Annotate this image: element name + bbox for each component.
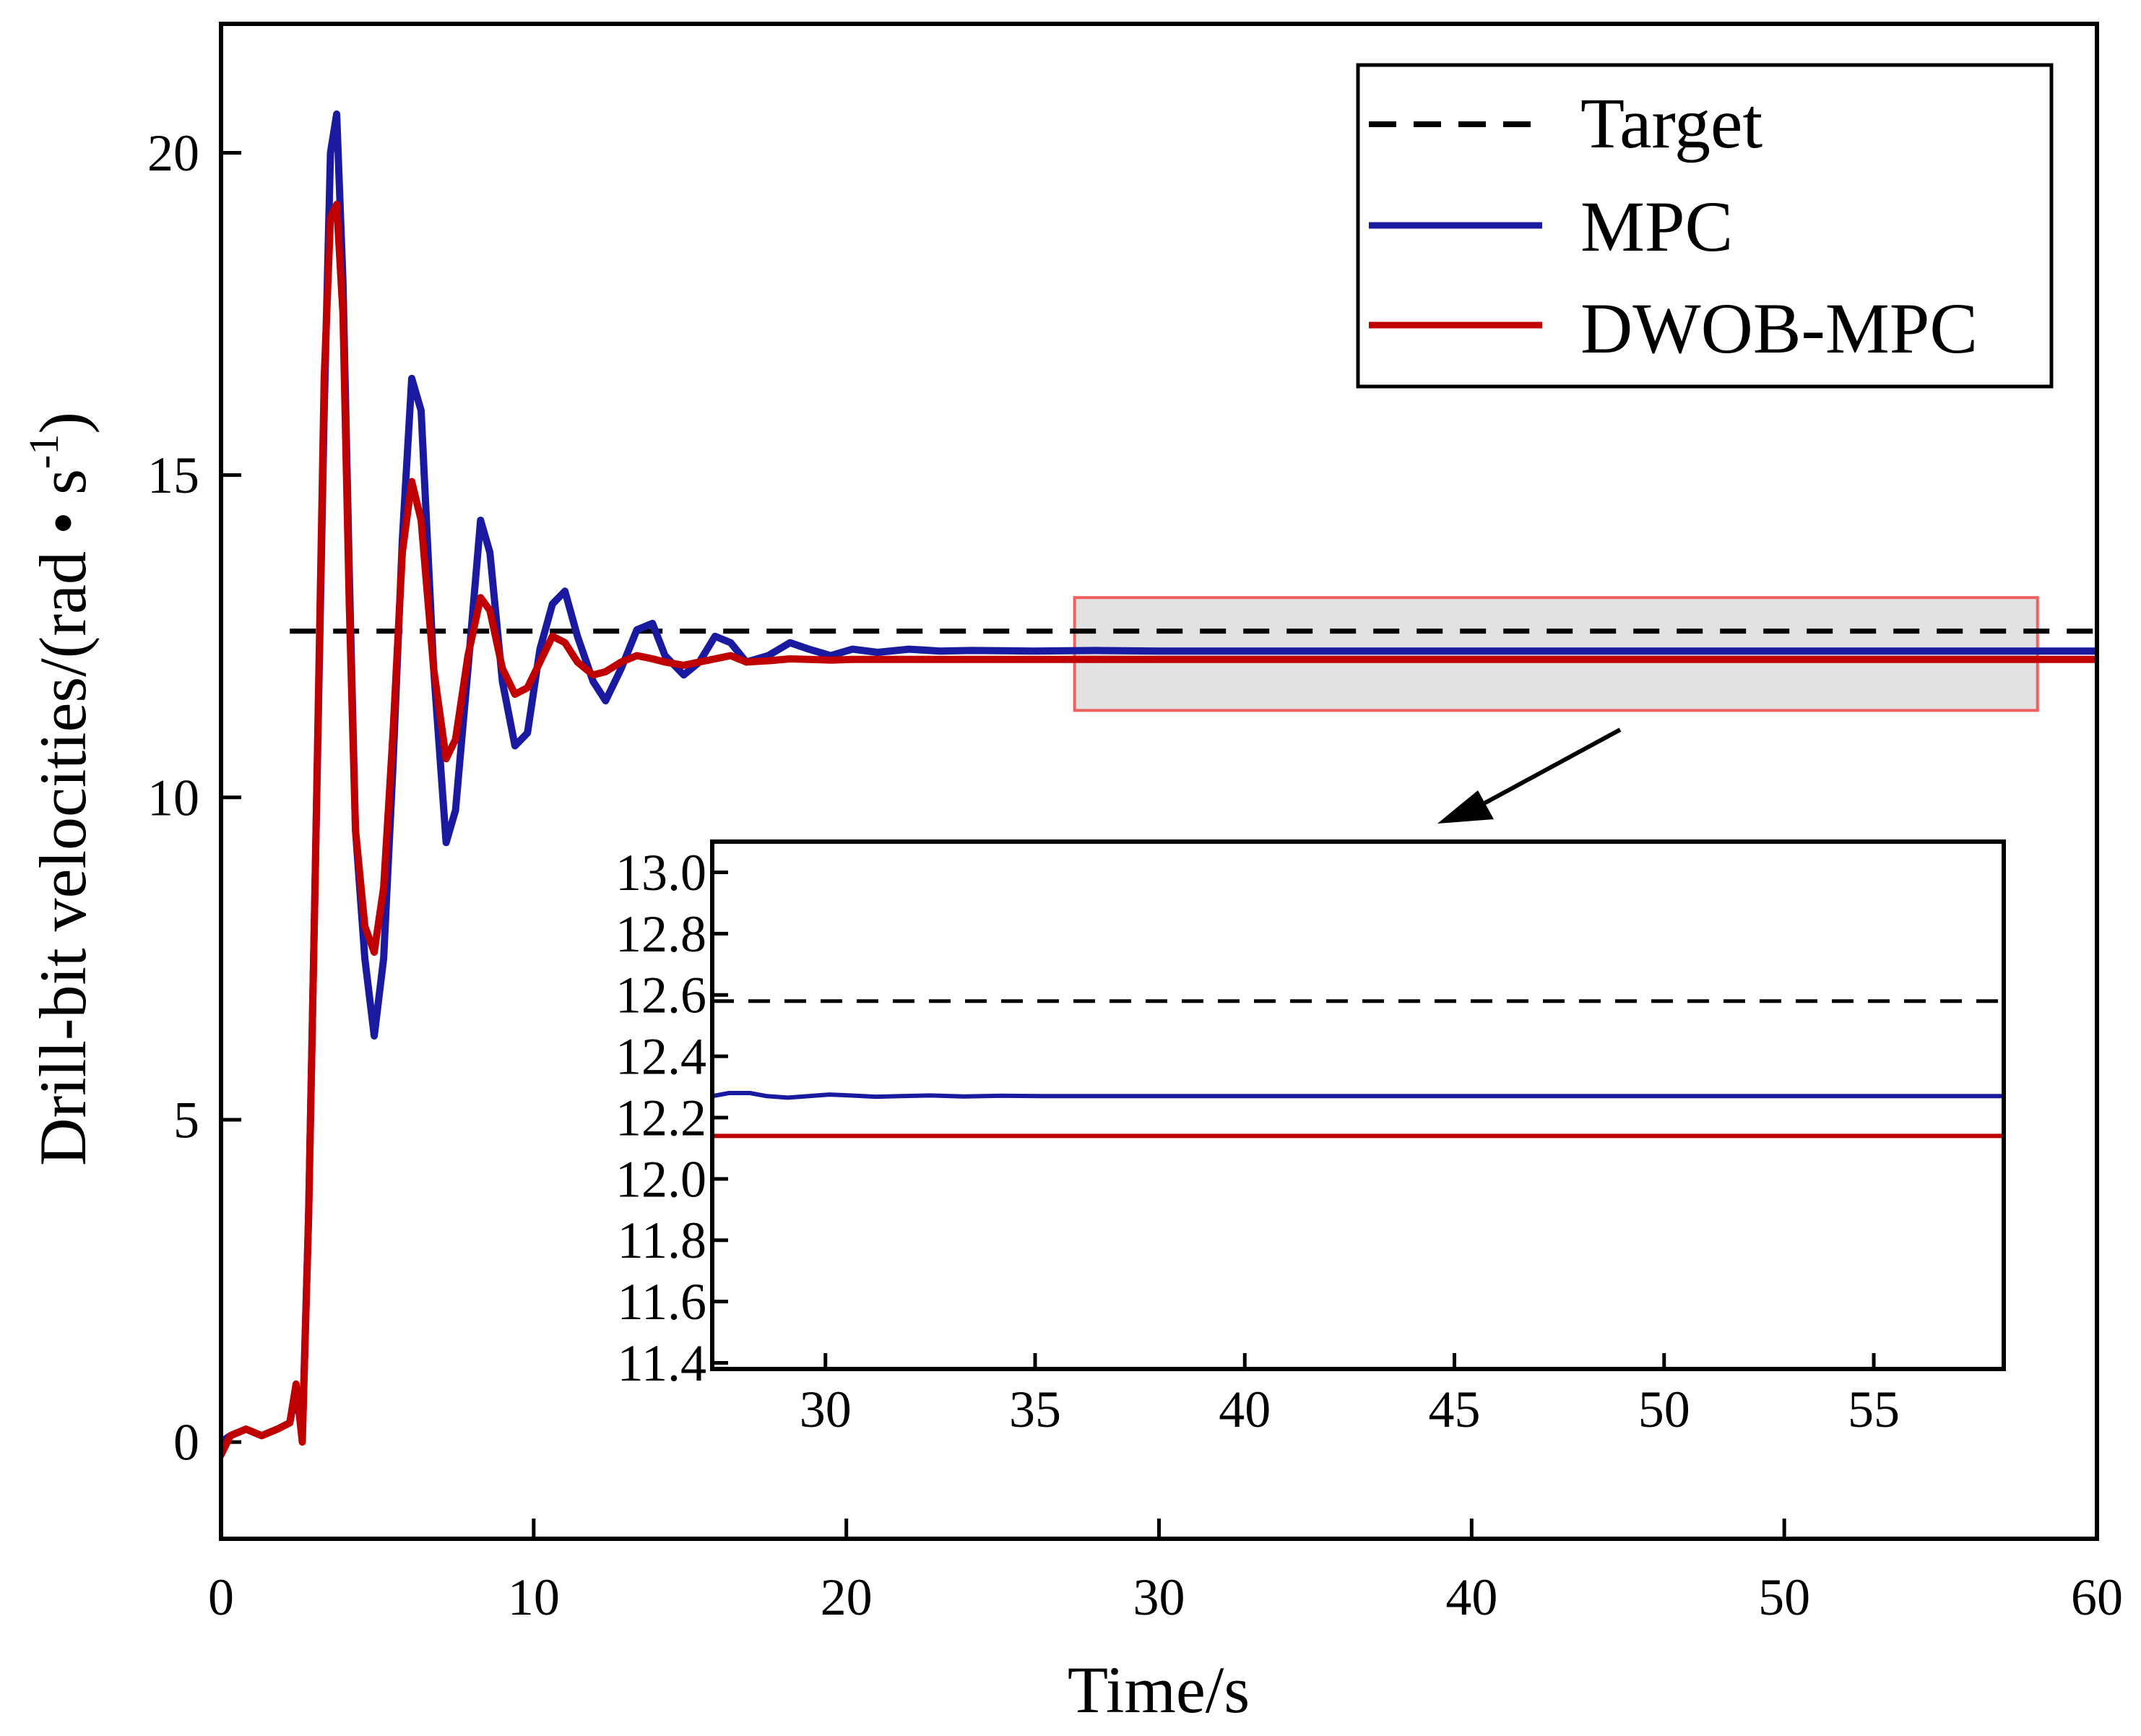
zoom-arrow: [1437, 727, 1622, 824]
inset-ytick-label-12-4: 12.4: [615, 1028, 706, 1086]
inset-ytick-label-12-8: 12.8: [615, 905, 706, 963]
main-xtick-label-30: 30: [1133, 1568, 1185, 1626]
y-axis-title-superscript: -1: [20, 434, 67, 469]
main-xtick-label-20: 20: [821, 1568, 873, 1626]
inset-xtick-label-30: 30: [800, 1381, 852, 1438]
main-xtick-label-10: 10: [508, 1568, 560, 1626]
main-plot-frame: [219, 22, 2099, 1541]
legend: Target MPC DWOB-MPC: [1356, 63, 2054, 389]
inset-tick-labels: 30 35 40 45 50 55 13.012.812.612.412.212.011.8…: [615, 844, 1900, 1438]
main-series-dwob-mpc: [221, 200, 2097, 1459]
inset-xtick-label-35: 35: [1009, 1381, 1061, 1438]
main-xtick-label-50: 50: [1758, 1568, 1810, 1626]
inset-xtick-label-45: 45: [1429, 1381, 1481, 1438]
inset-ytick-label-11-4: 11.4: [618, 1334, 706, 1392]
y-axis-title-main: Drill-bit velocities/(rad • s: [26, 469, 100, 1166]
y-axis-title-close: ): [26, 412, 100, 434]
legend-label-dwob-mpc: DWOB-MPC: [1580, 288, 1978, 368]
inset-background: [712, 842, 2004, 1369]
main-ytick-label-0: 0: [173, 1414, 199, 1472]
main-series: [221, 110, 2097, 1459]
inset-frame: [710, 839, 2006, 1371]
inset-ytick-label-11-6: 11.6: [618, 1273, 706, 1331]
inset-ytick-label-12-6: 12.6: [615, 967, 706, 1024]
x-axis-title: Time/s: [1068, 1653, 1250, 1727]
main-xtick-label-60: 60: [2071, 1568, 2123, 1626]
inset-xtick-label-55: 55: [1848, 1381, 1900, 1438]
inset-series: [712, 999, 2004, 1139]
inset-ytick-label-12-2: 12.2: [615, 1089, 706, 1146]
main-xtick-label-40: 40: [1445, 1568, 1497, 1626]
y-axis-title: Drill-bit velocities/(rad • s-1): [20, 412, 100, 1166]
main-ytick-label-10: 10: [147, 769, 199, 826]
inset-ytick-label-12-0: 12.0: [615, 1150, 706, 1208]
inset-xtick-label-50: 50: [1638, 1381, 1690, 1438]
main-ytick-label-15: 15: [147, 446, 199, 504]
legend-label-mpc: MPC: [1580, 186, 1733, 267]
inset-ytick-label-11-8: 11.8: [618, 1212, 706, 1269]
main-tick-labels: 0 10 20 30 40 50 60 0 5 10 15 20: [147, 124, 2123, 1626]
zoom-arrow-head: [1437, 790, 1494, 824]
inset-ticks: [712, 870, 1876, 1369]
inset-series-mpc: [712, 1091, 2004, 1100]
inset-plot: 30 35 40 45 50 55 13.012.812.612.412.212.011.8…: [615, 839, 2006, 1438]
legend-label-target: Target: [1580, 83, 1762, 163]
inset-ytick-label-13-0: 13.0: [615, 844, 706, 902]
main-plot: 0 10 20 30 40 50 60 0 5 10 15 20 Time/s Drill-bit v…: [20, 22, 2123, 1727]
main-ytick-label-5: 5: [173, 1091, 199, 1149]
zoom-arrow-shaft: [1472, 727, 1622, 811]
inset-xtick-label-40: 40: [1219, 1381, 1271, 1438]
main-ytick-label-20: 20: [147, 124, 199, 182]
main-xtick-label-0: 0: [208, 1568, 234, 1626]
